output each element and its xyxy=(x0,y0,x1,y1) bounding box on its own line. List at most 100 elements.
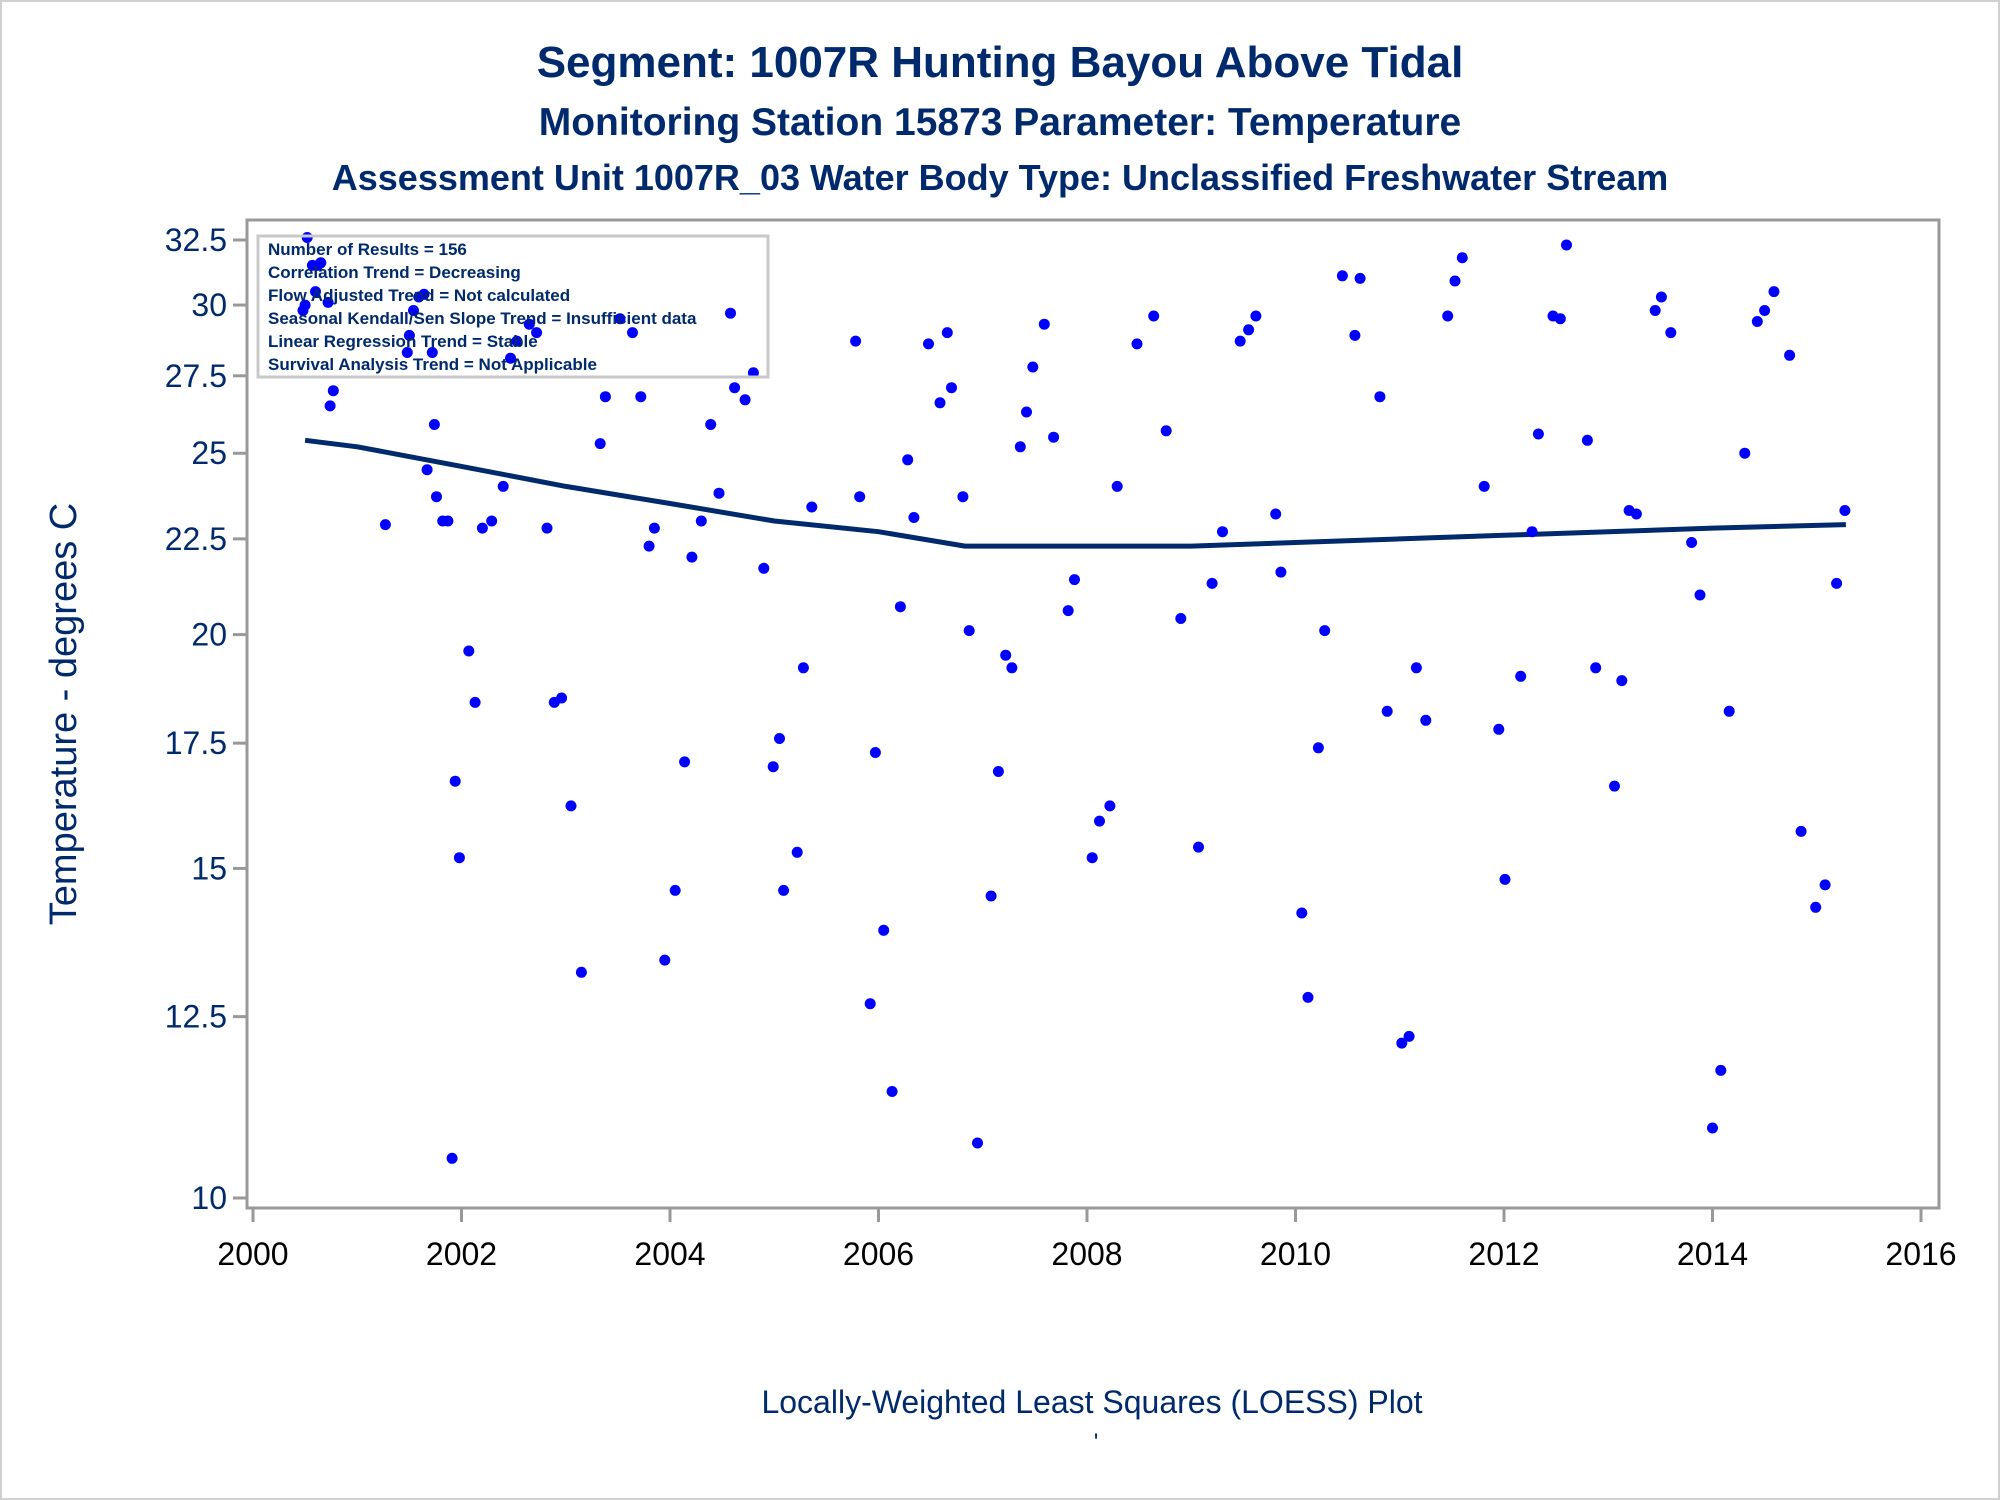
data-point xyxy=(1086,852,1098,864)
stat-linear-regression-trend: Linear Regression Trend = Stable xyxy=(268,332,538,351)
data-point xyxy=(1312,742,1324,754)
data-point xyxy=(1206,577,1218,589)
data-point xyxy=(1374,391,1386,403)
footnote: Locally-Weighted Least Squares (LOESS) P… xyxy=(761,1384,1422,1420)
x-tick-label: 2014 xyxy=(1677,1236,1748,1272)
data-point xyxy=(486,515,498,527)
data-point xyxy=(686,551,698,563)
data-point xyxy=(453,852,465,864)
data-point xyxy=(1111,480,1123,492)
data-point xyxy=(758,562,770,574)
data-point xyxy=(1336,270,1348,282)
data-point xyxy=(729,382,741,394)
y-tick-label: 30 xyxy=(191,287,227,323)
data-point xyxy=(963,625,975,637)
data-point xyxy=(992,766,1004,777)
data-point xyxy=(695,515,707,527)
data-point xyxy=(556,692,568,704)
data-point xyxy=(1000,649,1012,661)
data-point xyxy=(431,491,442,503)
data-point xyxy=(1649,305,1661,316)
data-point xyxy=(1296,907,1308,919)
stat-survival-analysis-trend: Survival Analysis Trend = Not Applicable xyxy=(268,355,597,374)
data-point xyxy=(1148,310,1160,322)
data-point xyxy=(449,775,461,787)
data-point xyxy=(1795,825,1807,837)
data-point xyxy=(421,464,433,476)
data-point xyxy=(505,352,516,364)
y-tick-label: 32.5 xyxy=(165,222,227,258)
data-point xyxy=(1810,901,1822,913)
data-point xyxy=(864,998,876,1010)
data-point xyxy=(446,1152,458,1164)
data-point xyxy=(1686,537,1698,548)
data-point xyxy=(1403,1030,1415,1042)
data-point xyxy=(957,491,969,503)
y-tick-label: 10 xyxy=(191,1180,227,1216)
data-point xyxy=(310,286,321,298)
data-point xyxy=(778,884,790,896)
data-point xyxy=(1768,286,1780,298)
data-point xyxy=(1723,705,1735,717)
data-point xyxy=(1420,714,1432,726)
data-point xyxy=(1449,275,1461,287)
data-point xyxy=(541,522,553,534)
data-point xyxy=(575,966,587,978)
data-point xyxy=(565,800,577,812)
data-point xyxy=(1493,723,1505,735)
data-point xyxy=(531,327,543,339)
data-point xyxy=(1526,526,1538,538)
data-point xyxy=(1021,406,1032,418)
data-point xyxy=(1062,605,1074,617)
chart-subtitle-station: Monitoring Station 15873 Parameter: Temp… xyxy=(538,101,1462,144)
data-point xyxy=(878,924,890,936)
data-point xyxy=(379,519,391,531)
data-point xyxy=(1694,589,1706,601)
data-point xyxy=(299,299,311,311)
data-point xyxy=(476,522,488,534)
stat-number-of-results: Number of Results = 156 xyxy=(268,240,467,259)
data-point xyxy=(627,327,638,339)
data-point xyxy=(1759,305,1771,316)
plot-area xyxy=(245,218,1941,1210)
x-tick-label: 2002 xyxy=(426,1236,497,1272)
data-point xyxy=(511,335,523,347)
data-point xyxy=(941,327,953,339)
data-point xyxy=(774,733,785,744)
y-tick-label: 25 xyxy=(191,435,227,471)
data-point xyxy=(1006,662,1018,674)
data-point xyxy=(594,438,606,450)
data-point xyxy=(985,890,997,902)
data-point xyxy=(923,338,934,350)
data-point xyxy=(1243,324,1255,336)
data-point xyxy=(1581,434,1593,446)
data-point xyxy=(315,257,327,269)
data-point xyxy=(725,307,736,319)
data-point xyxy=(1442,310,1454,322)
data-point xyxy=(635,391,647,403)
data-point xyxy=(1250,310,1262,322)
data-point xyxy=(1831,577,1843,589)
data-point xyxy=(713,487,725,499)
data-point xyxy=(1217,526,1228,538)
data-point xyxy=(648,522,660,534)
data-point xyxy=(1275,566,1287,578)
y-tick-label: 15 xyxy=(191,850,227,886)
y-tick-label: 27.5 xyxy=(165,358,227,394)
data-point xyxy=(1616,675,1628,687)
stat-flow-adjusted-trend: Flow Adjusted Trend = Not calculated xyxy=(268,286,570,305)
data-point xyxy=(902,454,914,466)
data-point xyxy=(669,884,681,896)
data-point xyxy=(1707,1122,1718,1134)
stat-correlation-trend: Correlation Trend = Decreasing xyxy=(268,263,521,282)
data-point xyxy=(1319,625,1331,637)
x-tick-label: 2006 xyxy=(843,1236,914,1272)
data-point xyxy=(401,347,413,358)
data-point xyxy=(1396,1037,1408,1049)
data-point xyxy=(1410,662,1422,674)
data-point xyxy=(1027,361,1039,373)
y-tick-label: 17.5 xyxy=(165,725,227,761)
data-point xyxy=(599,391,611,403)
